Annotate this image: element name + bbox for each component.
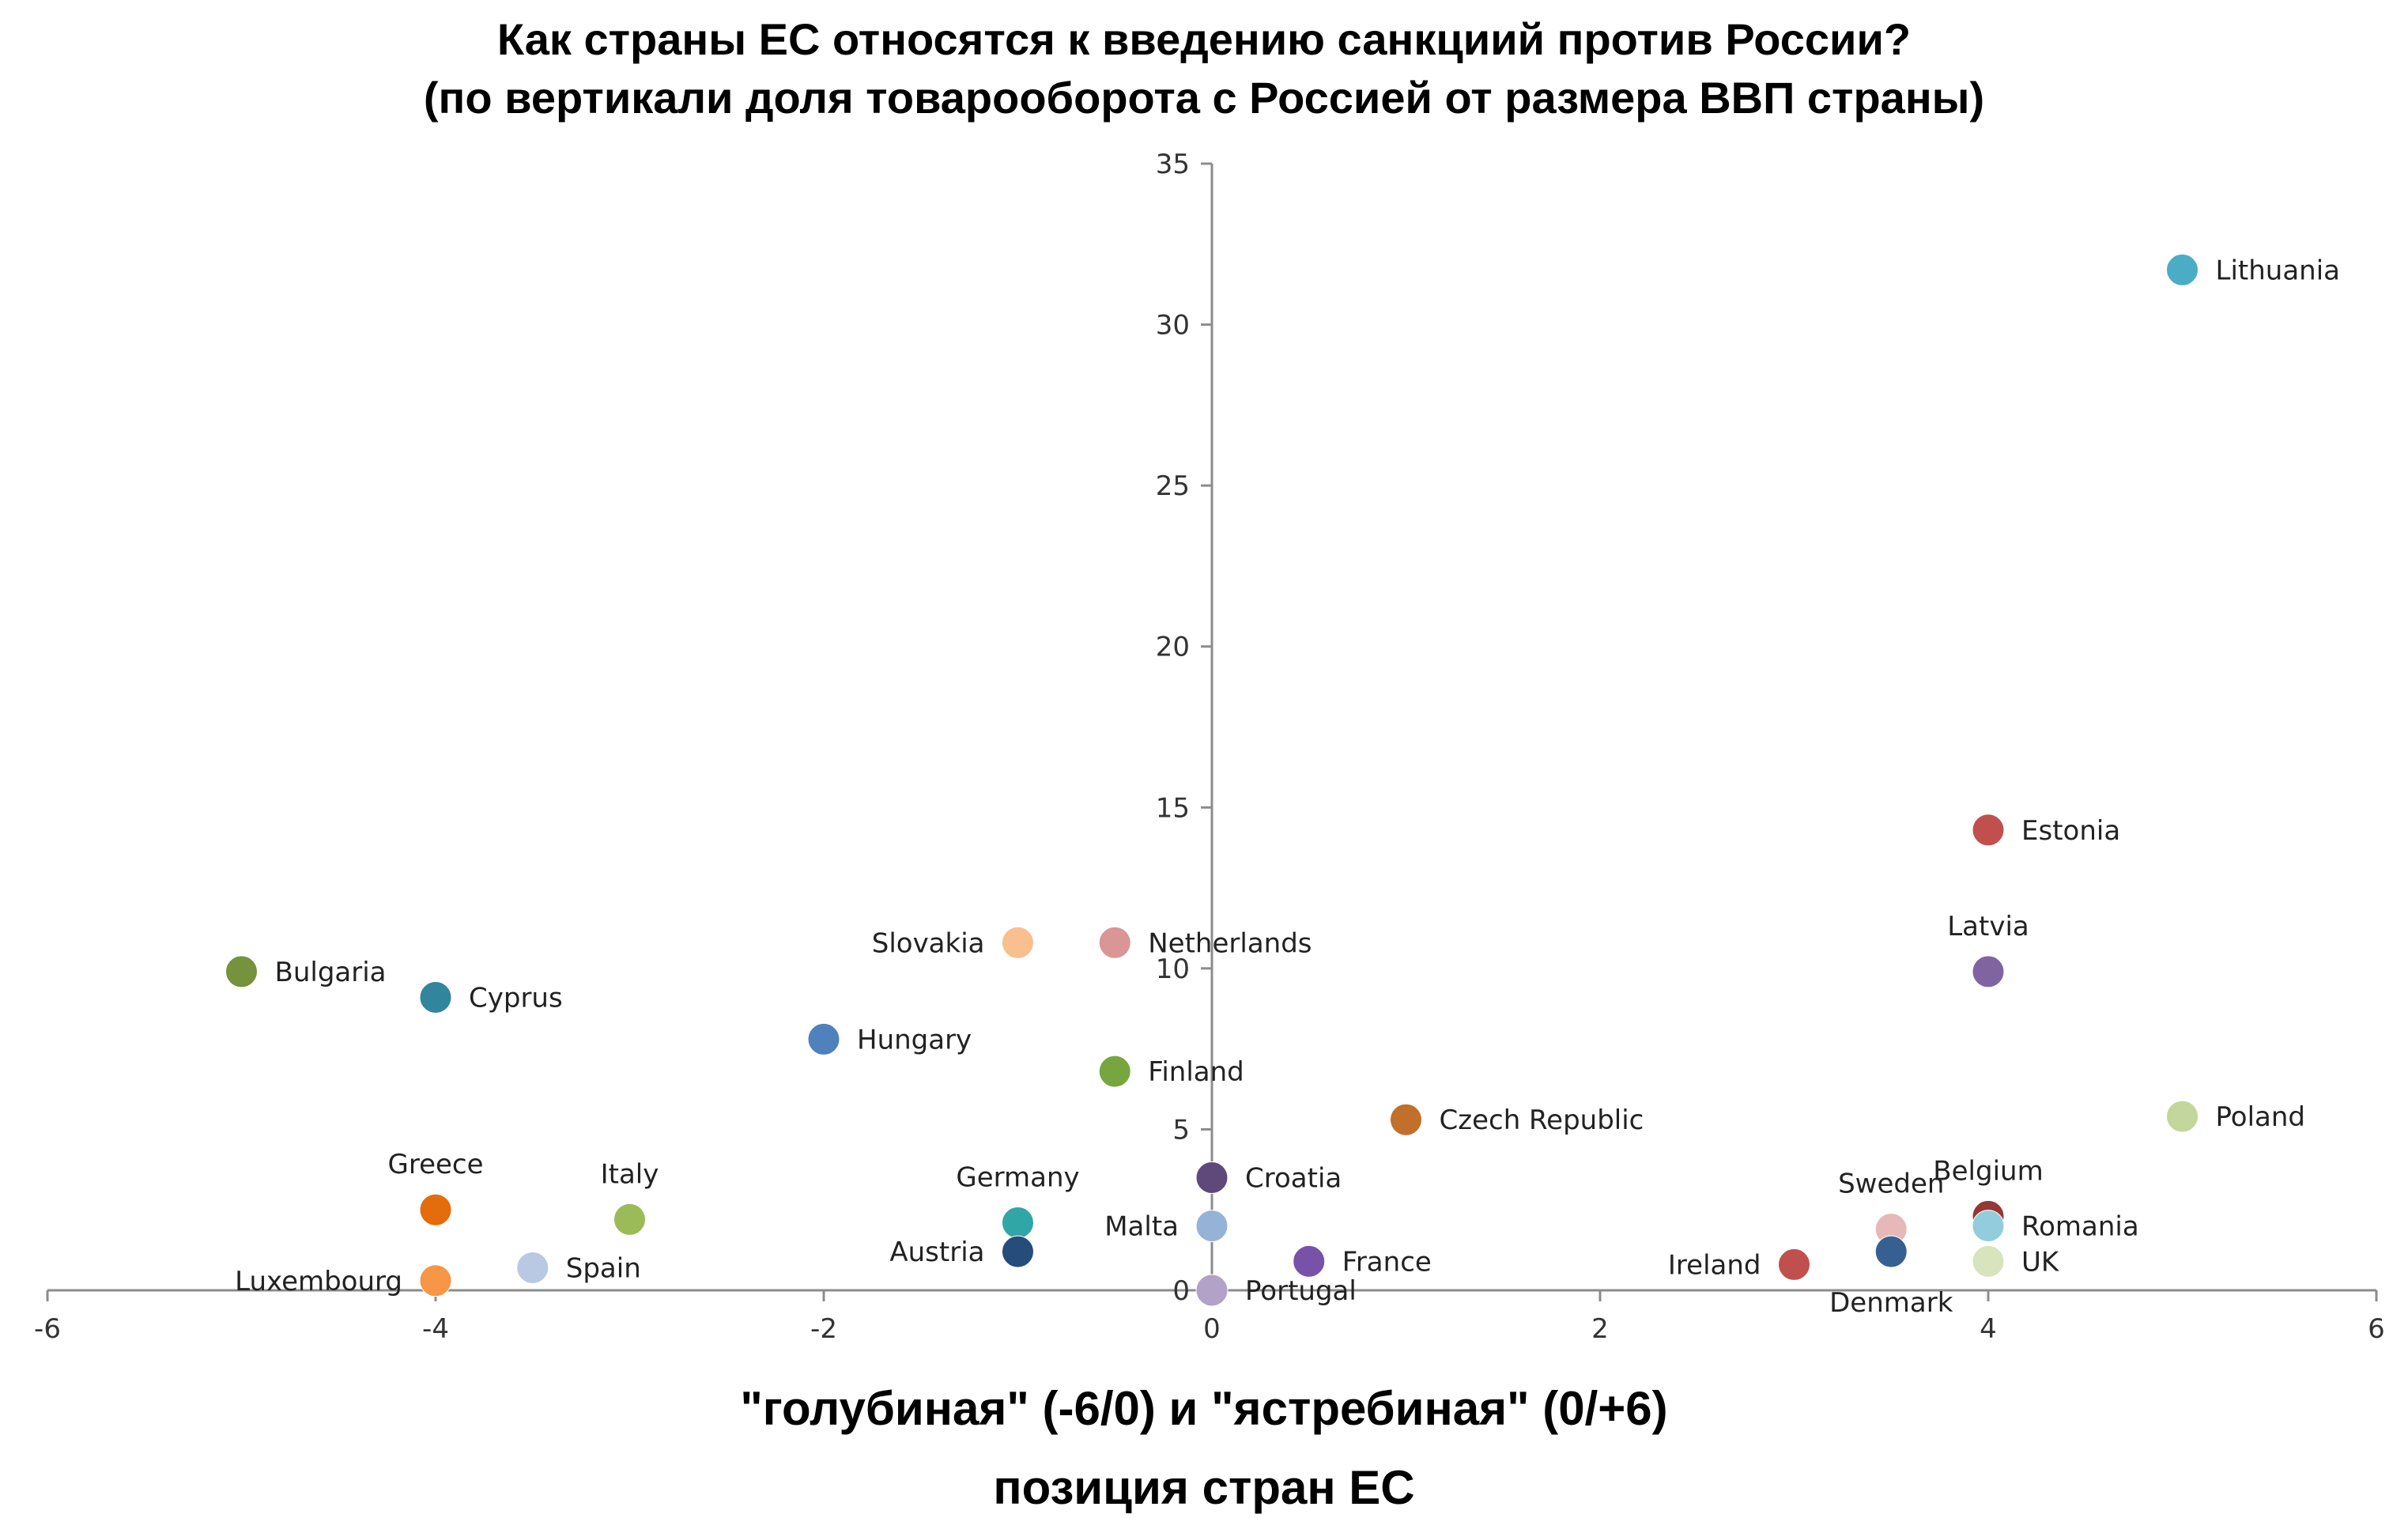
label-estonia: Estonia	[2021, 815, 2120, 847]
point-germany	[1002, 1206, 1034, 1239]
point-poland	[2166, 1100, 2199, 1133]
x-tick-label: 4	[1980, 1313, 1997, 1345]
point-ireland	[1778, 1248, 1810, 1281]
label-luxembourg: Luxembourg	[235, 1266, 402, 1297]
x-tick-label: 0	[1203, 1313, 1221, 1345]
y-tick-label: 30	[1156, 310, 1190, 342]
label-hungary: Hungary	[857, 1024, 972, 1055]
point-austria	[1002, 1235, 1034, 1268]
label-france: France	[1342, 1246, 1432, 1278]
point-czech-republic	[1390, 1103, 1422, 1136]
y-tick-label: 25	[1156, 470, 1190, 502]
label-netherlands: Netherlands	[1148, 927, 1312, 959]
label-cyprus: Cyprus	[469, 983, 563, 1014]
point-hungary	[807, 1022, 840, 1055]
point-romania	[1972, 1210, 2005, 1243]
point-finland	[1098, 1055, 1131, 1088]
x-tick-label: -4	[422, 1313, 449, 1345]
point-croatia	[1195, 1161, 1229, 1194]
label-bulgaria: Bulgaria	[275, 957, 387, 988]
label-lithuania: Lithuania	[2216, 255, 2340, 286]
point-labels: Lithuania Estonia Latvia Poland Belgium Roman…	[235, 255, 2340, 1319]
point-spain	[516, 1252, 549, 1284]
point-bulgaria	[225, 955, 258, 988]
point-lithuania	[2166, 253, 2199, 286]
x-axis-label: "голубиная" (-6/0) и "ястребиная" (0/+6)	[740, 1382, 1668, 1435]
point-malta	[1195, 1210, 1229, 1243]
x-axis-label-secondary: позиция стран ЕС	[993, 1461, 1415, 1514]
label-belgium: Belgium	[1933, 1155, 2043, 1187]
x-tick-label: 6	[2368, 1313, 2385, 1345]
point-estonia	[1972, 814, 2005, 847]
label-uk: UK	[2021, 1246, 2060, 1278]
label-greece: Greece	[387, 1149, 483, 1180]
label-latvia: Latvia	[1947, 911, 2029, 942]
label-czech-republic: Czech Republic	[1440, 1105, 1644, 1136]
label-italy: Italy	[601, 1158, 659, 1190]
y-tick-label: 5	[1172, 1114, 1190, 1146]
label-malta: Malta	[1104, 1211, 1179, 1243]
label-poland: Poland	[2216, 1101, 2306, 1133]
label-austria: Austria	[889, 1237, 984, 1268]
point-netherlands	[1098, 926, 1131, 959]
point-greece	[419, 1193, 452, 1226]
label-finland: Finland	[1148, 1056, 1244, 1088]
point-portugal	[1195, 1274, 1229, 1307]
point-latvia	[1972, 955, 2005, 988]
point-uk	[1972, 1244, 2005, 1278]
y-tick-label: 15	[1156, 792, 1190, 824]
point-italy	[613, 1203, 646, 1236]
y-tick-label: 35	[1156, 149, 1190, 180]
point-luxembourg	[419, 1264, 452, 1297]
x-tick-label: -6	[34, 1313, 61, 1345]
label-germany: Germany	[956, 1162, 1079, 1194]
label-sweden: Sweden	[1838, 1169, 1944, 1200]
label-romania: Romania	[2021, 1211, 2139, 1243]
label-portugal: Portugal	[1245, 1275, 1357, 1307]
chart-title: Как страны ЕС относятся к введению санкц…	[496, 14, 1912, 64]
label-spain: Spain	[566, 1253, 641, 1285]
chart-subtitle: (по вертикали доля товарооборота с Росси…	[423, 73, 1985, 123]
label-denmark: Denmark	[1829, 1287, 1953, 1319]
y-tick-label: 20	[1156, 632, 1190, 663]
y-tick-label: 0	[1172, 1275, 1190, 1307]
x-tick-label: -2	[810, 1313, 837, 1345]
label-croatia: Croatia	[1245, 1163, 1342, 1195]
point-france	[1293, 1244, 1326, 1278]
data-points	[225, 253, 2199, 1307]
point-slovakia	[1002, 926, 1034, 959]
y-tick-label: 10	[1156, 953, 1190, 985]
point-denmark	[1874, 1235, 1908, 1268]
point-cyprus	[419, 981, 452, 1014]
x-tick-label: 2	[1591, 1313, 1609, 1345]
label-ireland: Ireland	[1668, 1249, 1761, 1281]
label-slovakia: Slovakia	[872, 927, 985, 959]
